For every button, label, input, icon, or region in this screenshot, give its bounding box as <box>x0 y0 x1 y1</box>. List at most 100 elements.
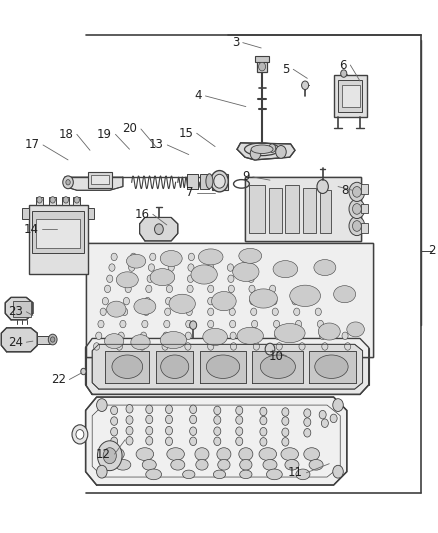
Bar <box>255 56 268 62</box>
Polygon shape <box>244 177 360 241</box>
Ellipse shape <box>37 197 42 203</box>
Ellipse shape <box>142 459 156 470</box>
Ellipse shape <box>274 332 280 340</box>
Ellipse shape <box>262 459 276 470</box>
Ellipse shape <box>149 253 155 261</box>
Ellipse shape <box>314 308 321 316</box>
Ellipse shape <box>274 324 304 343</box>
Ellipse shape <box>50 197 55 203</box>
Ellipse shape <box>206 355 239 378</box>
Bar <box>22 208 28 219</box>
Ellipse shape <box>207 297 213 305</box>
Ellipse shape <box>165 415 172 424</box>
Ellipse shape <box>63 176 73 189</box>
Ellipse shape <box>318 323 339 340</box>
Polygon shape <box>237 143 294 160</box>
Ellipse shape <box>145 437 152 445</box>
Ellipse shape <box>344 343 350 350</box>
Ellipse shape <box>145 405 152 414</box>
Ellipse shape <box>213 174 225 188</box>
Ellipse shape <box>293 308 299 316</box>
Ellipse shape <box>216 448 230 461</box>
Ellipse shape <box>308 459 322 470</box>
Ellipse shape <box>187 264 194 271</box>
Polygon shape <box>199 351 245 383</box>
Ellipse shape <box>189 405 196 414</box>
Ellipse shape <box>131 335 150 350</box>
Ellipse shape <box>81 368 86 375</box>
Ellipse shape <box>228 285 234 293</box>
Ellipse shape <box>321 343 327 350</box>
Ellipse shape <box>189 427 196 435</box>
Text: 4: 4 <box>194 90 201 102</box>
Text: 15: 15 <box>178 127 193 140</box>
Text: 16: 16 <box>134 208 149 221</box>
Ellipse shape <box>102 297 108 305</box>
Ellipse shape <box>217 459 230 470</box>
Ellipse shape <box>150 269 174 286</box>
Ellipse shape <box>104 285 110 293</box>
Ellipse shape <box>269 285 275 293</box>
Ellipse shape <box>109 264 115 271</box>
Ellipse shape <box>268 144 275 152</box>
Text: 23: 23 <box>8 305 23 318</box>
Ellipse shape <box>189 415 196 424</box>
Polygon shape <box>139 217 177 241</box>
Ellipse shape <box>126 437 133 445</box>
Ellipse shape <box>238 448 252 461</box>
Ellipse shape <box>250 308 256 316</box>
Ellipse shape <box>140 332 146 340</box>
Ellipse shape <box>97 441 122 471</box>
Ellipse shape <box>319 332 325 340</box>
Ellipse shape <box>187 285 193 293</box>
Text: 2: 2 <box>427 244 434 257</box>
Text: 14: 14 <box>24 223 39 236</box>
Ellipse shape <box>162 343 168 350</box>
Ellipse shape <box>235 416 242 424</box>
Ellipse shape <box>230 332 236 340</box>
Text: 11: 11 <box>287 466 302 479</box>
Ellipse shape <box>202 328 227 345</box>
Ellipse shape <box>166 448 184 461</box>
Ellipse shape <box>230 343 236 350</box>
Ellipse shape <box>298 343 304 350</box>
Bar <box>342 85 359 107</box>
Ellipse shape <box>235 406 242 415</box>
Ellipse shape <box>213 470 225 479</box>
Ellipse shape <box>195 459 208 470</box>
Ellipse shape <box>186 297 192 305</box>
Ellipse shape <box>281 428 288 437</box>
Ellipse shape <box>106 301 126 317</box>
Ellipse shape <box>205 174 212 189</box>
Text: 7: 7 <box>185 187 193 199</box>
Ellipse shape <box>228 297 234 305</box>
Ellipse shape <box>184 343 191 350</box>
Bar <box>49 197 56 205</box>
Ellipse shape <box>166 285 172 293</box>
Ellipse shape <box>139 343 145 350</box>
Ellipse shape <box>340 70 346 77</box>
Ellipse shape <box>154 224 163 235</box>
Bar <box>36 219 80 248</box>
Ellipse shape <box>127 275 133 282</box>
Text: 24: 24 <box>8 336 23 349</box>
Ellipse shape <box>186 308 192 316</box>
Ellipse shape <box>211 292 236 311</box>
Bar <box>337 80 361 112</box>
Ellipse shape <box>207 308 213 316</box>
Ellipse shape <box>164 308 170 316</box>
Ellipse shape <box>125 285 131 293</box>
Ellipse shape <box>207 285 213 293</box>
Ellipse shape <box>207 264 213 271</box>
Text: 3: 3 <box>231 36 239 49</box>
Ellipse shape <box>348 199 364 219</box>
Ellipse shape <box>249 289 277 308</box>
Ellipse shape <box>76 430 84 439</box>
Ellipse shape <box>229 308 235 316</box>
Ellipse shape <box>213 427 220 435</box>
Ellipse shape <box>162 332 169 340</box>
Ellipse shape <box>281 408 288 416</box>
Ellipse shape <box>259 438 266 446</box>
Text: 18: 18 <box>58 128 73 141</box>
Ellipse shape <box>284 459 298 470</box>
